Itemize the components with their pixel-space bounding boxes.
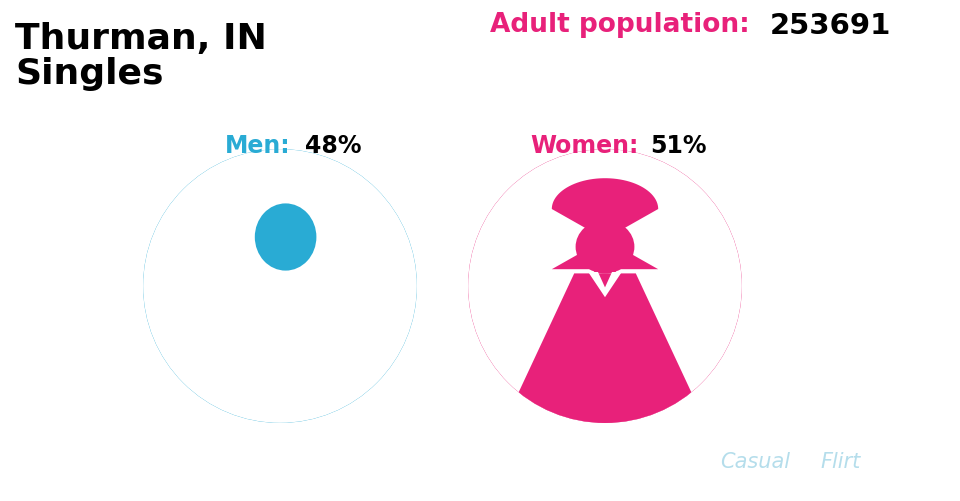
Text: Women:: Women:: [530, 134, 638, 158]
Polygon shape: [277, 285, 294, 317]
Text: 253691: 253691: [770, 12, 892, 40]
Text: Adult population:: Adult population:: [490, 12, 750, 38]
Text: Flirt: Flirt: [820, 451, 860, 471]
Text: Men:: Men:: [225, 134, 291, 158]
Polygon shape: [277, 271, 294, 288]
Circle shape: [468, 150, 742, 423]
Text: 51%: 51%: [650, 134, 707, 158]
Text: Thurman, IN: Thurman, IN: [15, 22, 267, 56]
Polygon shape: [504, 274, 706, 423]
Circle shape: [306, 234, 322, 249]
Polygon shape: [249, 280, 280, 295]
Polygon shape: [175, 288, 385, 423]
Ellipse shape: [576, 221, 635, 274]
Polygon shape: [588, 273, 622, 298]
Text: Singles: Singles: [15, 57, 163, 91]
Circle shape: [250, 234, 265, 249]
Text: 48%: 48%: [305, 134, 362, 158]
Polygon shape: [291, 280, 311, 295]
Polygon shape: [552, 179, 659, 270]
Circle shape: [143, 150, 417, 423]
Polygon shape: [279, 278, 292, 287]
Polygon shape: [594, 267, 616, 274]
Ellipse shape: [254, 204, 317, 271]
Text: Casual: Casual: [720, 451, 790, 471]
